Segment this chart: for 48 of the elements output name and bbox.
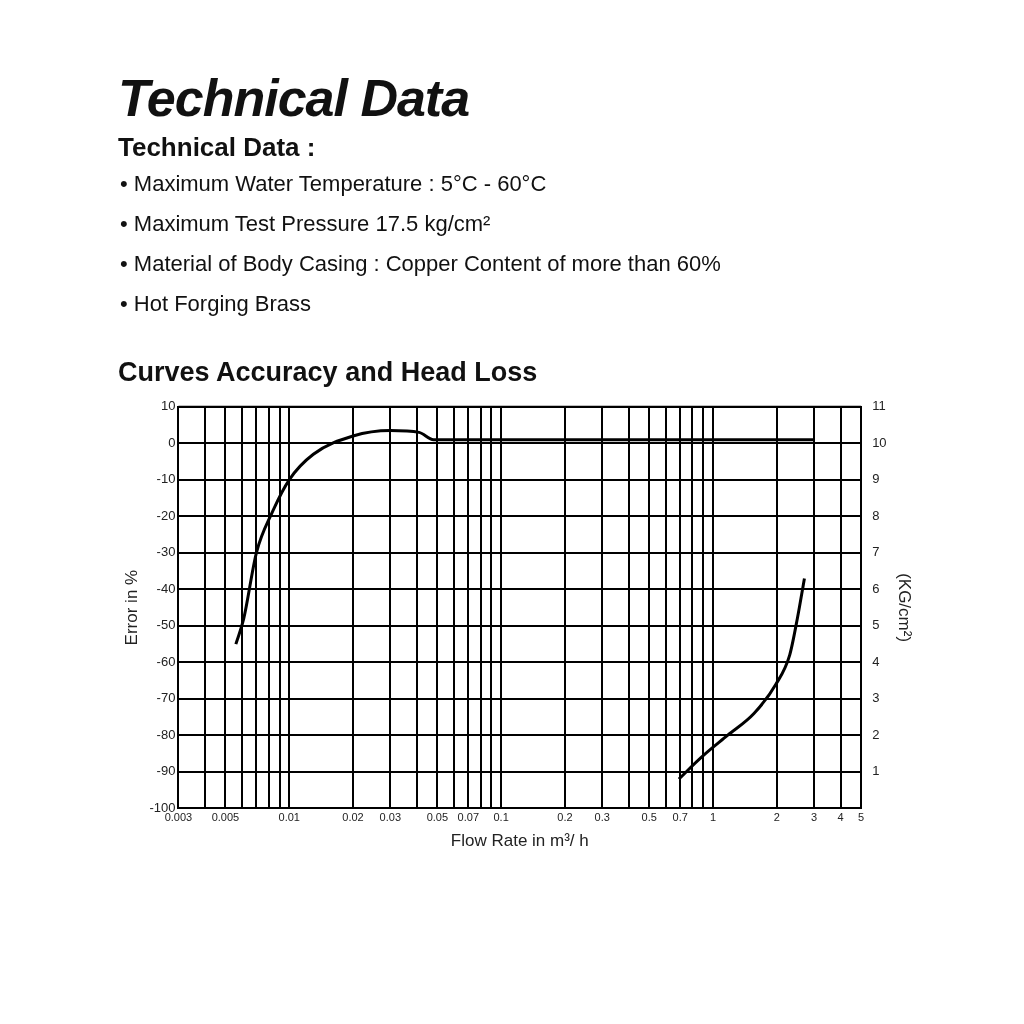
y2-tick-label: 9 xyxy=(872,471,880,487)
y2-tick-label: 10 xyxy=(872,434,887,450)
y2-tick-label: 3 xyxy=(872,690,880,706)
x-tick-label: 0.05 xyxy=(426,811,449,824)
x-tick-label: 5 xyxy=(858,811,865,824)
x-tick-label: 0.3 xyxy=(594,811,610,824)
x-tick-label: 0.07 xyxy=(457,811,480,824)
x-tick-label: 0.005 xyxy=(211,811,240,824)
y-tick-label: -80 xyxy=(156,726,176,742)
y2-tick-label: 1 xyxy=(872,763,880,779)
x-tick-label: 2 xyxy=(773,811,780,824)
x-tick-label: 0.03 xyxy=(379,811,402,824)
y-tick-label: -40 xyxy=(156,580,176,596)
text: Technical Data : xyxy=(118,132,317,163)
y-tick-label: -90 xyxy=(156,763,176,779)
x-tick-label: 0.5 xyxy=(641,811,657,824)
x-tick-label: 4 xyxy=(837,811,844,824)
y-tick-label: -20 xyxy=(156,507,176,523)
text: • Maximum Test Pressure 17.5 kg/cm² xyxy=(120,211,492,237)
y-tick-label: -30 xyxy=(156,544,176,560)
y2-tick-label: 11 xyxy=(872,398,886,414)
y-tick-label: -70 xyxy=(156,690,176,706)
y-tick-label: -50 xyxy=(156,617,176,633)
y2-axis-title: (KG/cm²) xyxy=(895,573,915,643)
y2-tick-label: 5 xyxy=(872,617,880,633)
y2-tick-label: 7 xyxy=(872,544,880,560)
y-tick-label: -10 xyxy=(156,471,176,487)
text: • Maximum Water Temperature : 5°C - 60°C xyxy=(120,171,548,197)
y-tick-label: 10 xyxy=(160,398,176,414)
y-tick-label: -60 xyxy=(156,653,176,669)
y-tick-label: 0 xyxy=(168,434,176,450)
x-tick-label: 0.1 xyxy=(493,811,509,824)
text: • Material of Body Casing : Copper Content of more than 60% xyxy=(120,251,722,277)
y2-tick-label: 6 xyxy=(872,580,880,596)
y2-tick-label: 2 xyxy=(872,726,880,742)
x-tick-label: 0.2 xyxy=(557,811,573,824)
x-axis-title: Flow Rate in m³/ h xyxy=(450,831,589,851)
chart-title: Technical Data xyxy=(118,68,471,128)
x-tick-label: 0.01 xyxy=(278,811,300,824)
x-tick-label: 0.7 xyxy=(672,811,688,824)
y2-tick-label: 4 xyxy=(872,653,880,669)
y2-tick-label: 8 xyxy=(872,507,880,523)
x-tick-label: 0.02 xyxy=(342,811,364,824)
y-axis-title: Error in % xyxy=(121,569,141,646)
chart-subtitle: Curves Accuracy and Head Loss xyxy=(118,357,539,388)
x-tick-label: 3 xyxy=(811,811,818,824)
text: • Hot Forging Brass xyxy=(120,291,313,317)
x-tick-label: 1 xyxy=(709,811,717,824)
